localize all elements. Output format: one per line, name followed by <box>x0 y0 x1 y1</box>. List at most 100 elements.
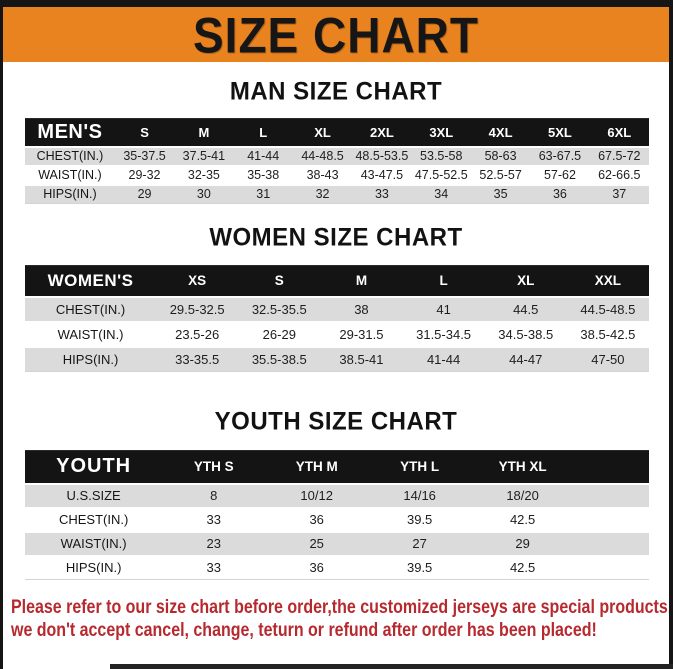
size-value-cell: 41-44 <box>233 145 293 166</box>
size-value-cell: 27 <box>368 530 472 556</box>
size-value-cell: 14/16 <box>368 482 472 508</box>
size-value-cell: 44-47 <box>484 345 567 372</box>
size-value-cell: 57-62 <box>530 164 590 185</box>
order-disclaimer: Please refer to our size chart before or… <box>11 596 672 642</box>
size-value-cell: 53.5-58 <box>411 145 471 166</box>
size-value-cell: 38.5-42.5 <box>566 320 649 347</box>
size-value-cell: 41-44 <box>402 345 485 372</box>
man-section-title: MAN SIZE CHART <box>229 77 443 106</box>
table-row: WAIST(IN.) 23 25 27 29 <box>25 530 649 556</box>
men-size-table: MEN'S S M L XL 2XL 3XL 4XL 5XL 6XL CHEST(IN.) 35-3… <box>25 118 649 204</box>
size-column-header: XL <box>292 118 353 147</box>
size-value-cell: 37 <box>589 183 649 204</box>
row-label: CHEST(IN.) <box>25 145 115 166</box>
spacer-cell <box>574 530 649 556</box>
size-value-cell: 36 <box>265 506 369 532</box>
youth-size-table: YOUTH YTH S YTH M YTH L YTH XL U.S.SIZE 8 10/1… <box>25 450 649 580</box>
size-value-cell: 33 <box>352 183 412 204</box>
size-value-cell: 48.5-53.5 <box>352 145 412 166</box>
size-value-cell: 38 <box>320 295 403 322</box>
row-label: HIPS(IN.) <box>25 183 115 204</box>
size-column-header: XS <box>156 265 239 297</box>
size-value-cell: 35-37.5 <box>114 145 175 166</box>
size-value-cell: 34.5-38.5 <box>484 320 567 347</box>
size-column-header: 5XL <box>530 118 590 147</box>
size-value-cell: 39.5 <box>368 554 472 580</box>
size-value-cell: 23 <box>162 530 266 556</box>
size-value-cell: 52.5-57 <box>470 164 531 185</box>
size-value-cell: 38-43 <box>292 164 353 185</box>
size-value-cell: 35 <box>470 183 531 204</box>
size-value-cell: 10/12 <box>265 482 369 508</box>
size-value-cell: 58-63 <box>470 145 531 166</box>
size-value-cell: 29.5-32.5 <box>156 295 239 322</box>
size-value-cell: 26-29 <box>238 320 321 347</box>
size-value-cell: 44.5-48.5 <box>566 295 649 322</box>
size-column-header: 4XL <box>470 118 531 147</box>
size-value-cell: 67.5-72 <box>589 145 649 166</box>
size-value-cell: 36 <box>530 183 590 204</box>
row-label: CHEST(IN.) <box>25 506 163 532</box>
size-value-cell: 42.5 <box>471 554 575 580</box>
row-label: WAIST(IN.) <box>25 530 163 556</box>
row-label: U.S.SIZE <box>25 482 163 508</box>
spacer-cell <box>574 506 649 532</box>
size-column-header: S <box>114 118 175 147</box>
size-value-cell: 63-67.5 <box>530 145 590 166</box>
size-value-cell: 18/20 <box>471 482 575 508</box>
content-area: MAN SIZE CHART MEN'S S M L XL 2XL 3XL 4XL 5XL 6XL… <box>3 62 672 669</box>
size-value-cell: 36 <box>265 554 369 580</box>
table-row: HIPS(IN.) 33-35.5 35.5-38.5 38.5-41 41-44 44-… <box>25 345 649 372</box>
row-label: HIPS(IN.) <box>25 554 163 580</box>
table-title-cell: YOUTH <box>25 450 163 484</box>
table-row: WAIST(IN.) 29-32 32-35 35-38 38-43 43-47.5 47.… <box>25 164 649 185</box>
size-value-cell: 43-47.5 <box>352 164 412 185</box>
size-value-cell: 33-35.5 <box>156 345 239 372</box>
size-value-cell: 39.5 <box>368 506 472 532</box>
size-value-cell: 31 <box>233 183 293 204</box>
table-header-row: WOMEN'S XS S M L XL XXL <box>25 265 649 297</box>
size-value-cell: 33 <box>162 554 266 580</box>
left-black-edge <box>0 0 3 669</box>
size-column-header: YTH S <box>162 450 266 484</box>
table-row: CHEST(IN.) 33 36 39.5 42.5 <box>25 506 649 532</box>
top-black-bar <box>0 0 673 7</box>
size-column-header: L <box>233 118 293 147</box>
size-value-cell: 29-31.5 <box>320 320 403 347</box>
row-label: CHEST(IN.) <box>25 295 157 322</box>
size-value-cell: 47-50 <box>566 345 649 372</box>
size-column-header: S <box>238 265 321 297</box>
table-header-row: MEN'S S M L XL 2XL 3XL 4XL 5XL 6XL <box>25 118 649 147</box>
table-row: WAIST(IN.) 23.5-26 26-29 29-31.5 31.5-34.5 34… <box>25 320 649 347</box>
size-value-cell: 37.5-41 <box>174 145 234 166</box>
women-size-table: WOMEN'S XS S M L XL XXL CHEST(IN.) 29.5-32.5 32.… <box>25 265 649 372</box>
size-value-cell: 23.5-26 <box>156 320 239 347</box>
size-column-header: XXL <box>566 265 649 297</box>
disclaimer-line-2: we don't accept cancel, change, teturn o… <box>11 619 597 641</box>
youth-section-title: YOUTH SIZE CHART <box>214 407 458 436</box>
size-column-header: 6XL <box>589 118 649 147</box>
table-row: CHEST(IN.) 29.5-32.5 32.5-35.5 38 41 44.5 44.5… <box>25 295 649 322</box>
size-column-header: YTH L <box>368 450 472 484</box>
spacer-cell <box>574 482 649 508</box>
page-title: SIZE CHART <box>193 6 479 63</box>
size-column-header: XL <box>484 265 567 297</box>
size-value-cell: 31.5-34.5 <box>402 320 485 347</box>
size-value-cell: 29 <box>114 183 175 204</box>
size-column-header: YTH XL <box>471 450 575 484</box>
right-black-edge <box>669 0 673 669</box>
size-value-cell: 33 <box>162 506 266 532</box>
table-title-cell: MEN'S <box>25 118 115 147</box>
size-value-cell: 35-38 <box>233 164 293 185</box>
size-value-cell: 25 <box>265 530 369 556</box>
size-value-cell: 41 <box>402 295 485 322</box>
table-header-row: YOUTH YTH S YTH M YTH L YTH XL <box>25 450 649 484</box>
size-column-header: L <box>402 265 485 297</box>
size-value-cell: 38.5-41 <box>320 345 403 372</box>
size-column-header: M <box>320 265 403 297</box>
table-row: CHEST(IN.) 35-37.5 37.5-41 41-44 44-48.5 48.5… <box>25 145 649 166</box>
size-value-cell: 44.5 <box>484 295 567 322</box>
size-value-cell: 34 <box>411 183 471 204</box>
women-section-title: WOMEN SIZE CHART <box>209 223 463 252</box>
